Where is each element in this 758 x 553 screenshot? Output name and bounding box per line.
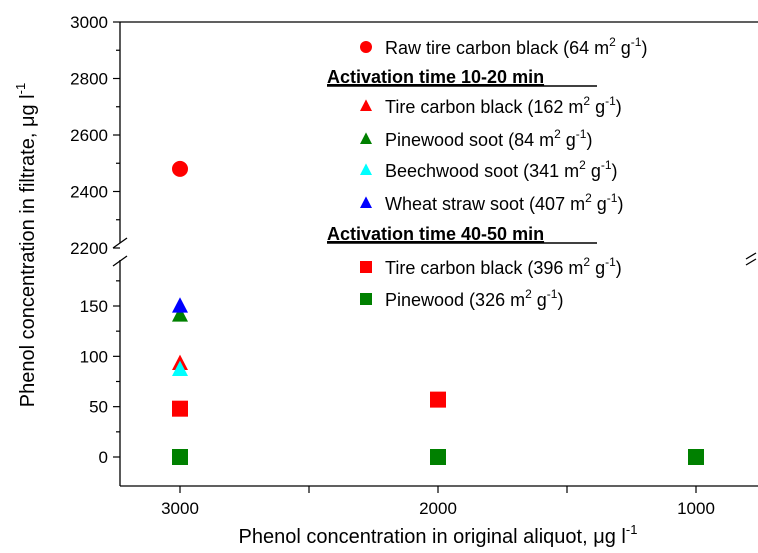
axis-labels: Phenol concentration in original aliquot… [13,83,637,548]
legend-entry: Beechwood soot (341 m2 g-1) [385,158,618,181]
plot-frame [112,21,758,487]
legend-entry: Wheat straw soot (407 m2 g-1) [385,191,623,214]
x-tick-label: 1000 [677,499,715,518]
legend-entry: Raw tire carbon black (64 m2 g-1) [385,35,647,58]
legend-marker [360,196,372,208]
data-point [430,449,446,465]
axis-break-mark [112,255,128,267]
x-tick-label: 3000 [161,499,199,518]
legend-marker [360,41,372,53]
data-points [172,160,704,465]
data-point [172,297,188,313]
y-tick-label: 150 [80,297,108,316]
y-tick-label: 0 [99,448,108,467]
legend-marker [360,293,372,305]
axis-break-mark [745,258,757,266]
x-tick-label: 2000 [419,499,457,518]
legend-entry: Pinewood (326 m2 g-1) [385,287,563,310]
data-point [172,306,188,322]
y-tick-label: 2200 [70,239,108,258]
legend-marker [360,132,372,144]
y-tick-label: 3000 [70,13,108,32]
y-axis-label: Phenol concentration in filtrate, μg l-1 [13,83,39,407]
legend-entry: Pinewood soot (84 m2 g-1) [385,127,592,150]
legend-marker [360,99,372,111]
axis-break-mark [112,237,128,249]
data-point [172,360,188,377]
legend-group-header: Activation time 10-20 min [327,67,544,87]
y-tick-label: 2800 [70,70,108,89]
x-axis-label: Phenol concentration in original aliquot… [239,522,638,548]
legend-marker [360,163,372,175]
legend-group-header: Activation time 40-50 min [327,224,544,244]
y-tick-label: 50 [89,398,108,417]
data-point [172,400,188,417]
legend: Raw tire carbon black (64 m2 g-1) Activat… [327,35,647,310]
axis-ticks: 2200 2400 2600 2800 3000 0 50 100 150 3000 2000 100… [70,13,715,518]
data-point [688,449,704,465]
y-tick-label: 100 [80,347,108,366]
legend-entry: Tire carbon black (162 m2 g-1) [385,94,622,117]
data-point [172,160,188,177]
data-point [430,391,446,408]
axis-break-mark [745,252,757,260]
y-tick-label: 2400 [70,183,108,202]
data-point [172,449,188,465]
y-tick-label: 2600 [70,126,108,145]
legend-marker [360,261,372,273]
legend-entry: Tire carbon black (396 m2 g-1) [385,255,622,278]
